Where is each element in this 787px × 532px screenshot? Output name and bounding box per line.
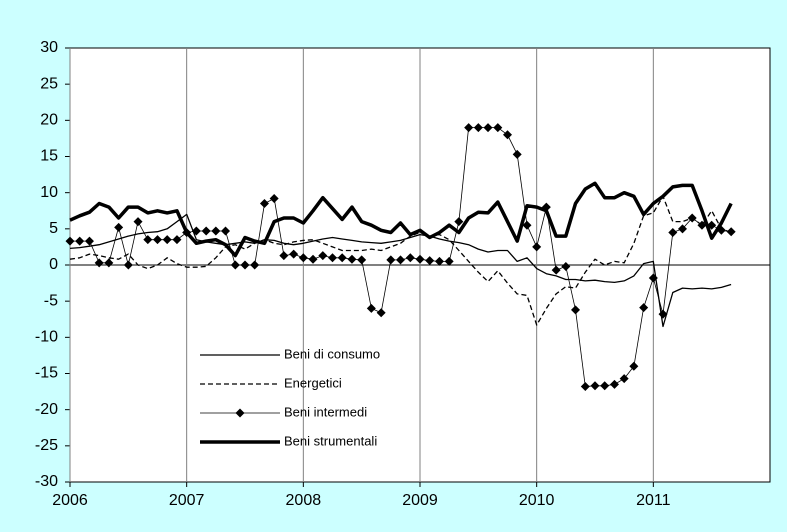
marker <box>94 258 104 268</box>
x-tick-label: 2011 <box>636 492 671 509</box>
y-tick-label: 10 <box>40 184 58 201</box>
marker <box>221 226 231 236</box>
marker <box>279 251 289 261</box>
marker <box>590 381 600 391</box>
y-tick-label: -25 <box>35 437 58 454</box>
marker <box>298 253 308 263</box>
marker <box>172 235 182 245</box>
y-tick-label: -15 <box>35 365 58 382</box>
marker <box>123 260 133 270</box>
marker <box>133 217 143 227</box>
legend-label: Beni di consumo <box>284 346 380 361</box>
legend-label: Beni intermedi <box>284 404 367 419</box>
marker <box>678 224 687 234</box>
marker <box>561 261 571 271</box>
marker <box>648 273 658 283</box>
marker <box>191 226 201 236</box>
y-tick-label: 25 <box>40 75 58 92</box>
marker <box>444 256 454 266</box>
marker <box>357 255 367 265</box>
marker <box>318 251 328 261</box>
marker <box>386 255 396 265</box>
legend-label: Beni strumentali <box>284 433 377 448</box>
marker <box>600 381 610 391</box>
y-tick-label: 30 <box>40 39 58 56</box>
marker <box>571 305 581 315</box>
marker <box>289 249 299 259</box>
y-tick-label: -30 <box>35 473 58 490</box>
marker <box>687 213 697 223</box>
marker <box>619 374 629 384</box>
marker <box>250 260 260 270</box>
y-tick-label: 15 <box>40 148 58 165</box>
marker <box>503 130 512 140</box>
marker <box>473 123 483 133</box>
marker <box>454 217 464 227</box>
marker <box>415 254 425 264</box>
marker <box>259 199 269 209</box>
y-tick-label: 5 <box>49 220 58 237</box>
marker <box>464 123 474 133</box>
legend-label: Energetici <box>284 375 342 390</box>
marker <box>629 361 639 371</box>
marker <box>153 235 162 245</box>
marker <box>104 258 114 268</box>
marker <box>493 123 503 133</box>
y-tick-label: 20 <box>40 112 58 129</box>
marker <box>405 253 415 263</box>
marker <box>347 254 357 264</box>
y-tick-label: 0 <box>49 256 58 273</box>
marker <box>366 303 376 313</box>
x-tick-label: 2010 <box>519 492 555 509</box>
marker <box>143 235 153 245</box>
series-line <box>69 181 733 258</box>
marker <box>211 226 221 236</box>
marker <box>668 227 678 237</box>
marker <box>376 308 386 318</box>
marker <box>658 309 668 319</box>
marker <box>639 303 649 313</box>
marker <box>269 193 279 203</box>
y-tick-label: -10 <box>35 329 58 346</box>
marker <box>483 123 493 133</box>
y-tick-label: -5 <box>44 292 58 309</box>
legend-marker <box>235 408 245 418</box>
x-tick-label: 2007 <box>169 492 205 509</box>
marker <box>308 254 318 264</box>
marker <box>240 260 250 270</box>
marker <box>396 255 406 265</box>
x-tick-label: 2008 <box>286 492 322 509</box>
marker <box>609 379 619 389</box>
x-tick-label: 2006 <box>52 492 88 509</box>
marker <box>230 260 240 270</box>
x-tick-label: 2009 <box>402 492 438 509</box>
marker <box>580 382 590 392</box>
marker <box>726 227 736 237</box>
marker <box>425 256 435 266</box>
marker <box>522 220 532 230</box>
marker <box>532 242 542 252</box>
marker <box>84 236 94 246</box>
marker <box>328 253 337 263</box>
marker <box>697 220 707 230</box>
marker <box>551 265 561 275</box>
marker <box>512 149 522 159</box>
series-line <box>69 195 732 326</box>
marker <box>201 226 211 236</box>
marker <box>337 253 347 263</box>
marker <box>75 236 85 246</box>
y-tick-label: -20 <box>35 401 58 418</box>
marker <box>434 256 444 266</box>
marker <box>114 222 124 232</box>
marker <box>65 236 75 246</box>
marker <box>162 235 172 245</box>
